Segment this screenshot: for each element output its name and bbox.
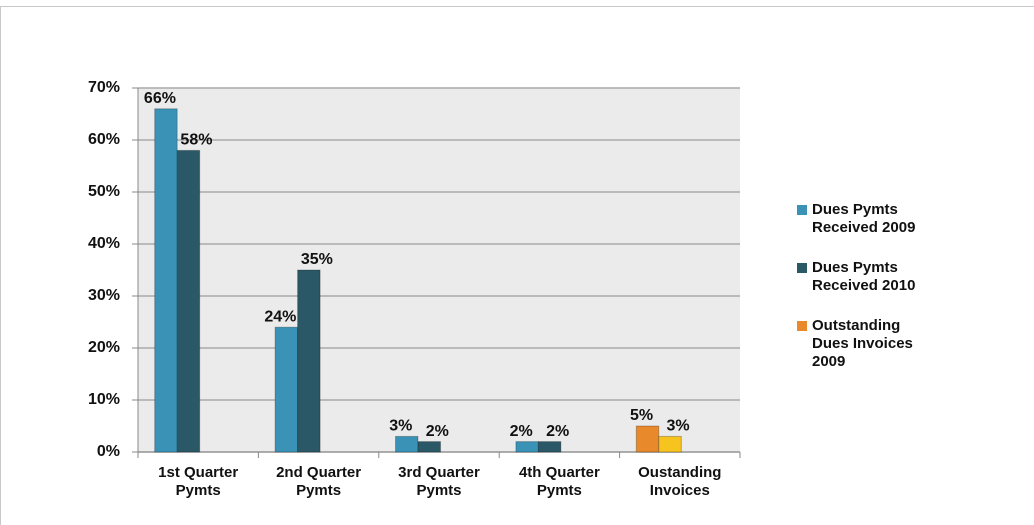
data-label: 5%: [630, 407, 653, 424]
y-tick-label: 30%: [88, 287, 120, 304]
bar: [515, 441, 539, 453]
bar: [417, 441, 441, 453]
bar: [658, 435, 682, 453]
y-tick-label: 20%: [88, 339, 120, 356]
bar: [395, 435, 419, 453]
data-label: 3%: [666, 418, 689, 435]
x-tick-label: 2nd Quarter Pymts: [276, 464, 362, 499]
bar: [154, 108, 178, 453]
legend-swatch: [797, 321, 807, 331]
data-label: 2%: [510, 423, 533, 440]
plot-area: [138, 88, 740, 452]
y-tick-label: 40%: [88, 235, 120, 252]
legend-label: Dues Pymts Received 2009: [812, 201, 916, 236]
data-label: 35%: [301, 251, 333, 268]
data-label: 2%: [546, 423, 569, 440]
y-tick-label: 60%: [88, 131, 120, 148]
bar: [297, 269, 321, 453]
y-tick-label: 0%: [97, 443, 120, 460]
legend-label: Dues Pymts Received 2010: [812, 259, 916, 294]
bar: [176, 149, 201, 453]
data-label: 3%: [389, 418, 412, 435]
bar: [537, 441, 562, 453]
y-tick-label: 50%: [88, 183, 120, 200]
legend-swatch: [797, 205, 807, 215]
legend-swatch: [797, 263, 807, 273]
data-label: 24%: [264, 308, 296, 325]
data-label: 58%: [180, 132, 212, 149]
bar: [635, 425, 660, 453]
x-tick-label: 4th Quarter Pymts: [518, 464, 600, 499]
bar: [274, 326, 299, 453]
x-tick-label: Oustanding Invoices: [638, 464, 722, 499]
data-label: 66%: [144, 90, 176, 107]
x-tick-label: 3rd Quarter Pymts: [398, 464, 480, 499]
legend-label: Outstanding Dues Invoices 2009: [812, 317, 913, 370]
x-tick-label: 1st Quarter Pymts: [158, 464, 239, 499]
y-tick-label: 70%: [88, 79, 120, 96]
data-label: 2%: [426, 423, 449, 440]
y-tick-label: 10%: [88, 391, 120, 408]
frame: [0, 6, 1034, 525]
